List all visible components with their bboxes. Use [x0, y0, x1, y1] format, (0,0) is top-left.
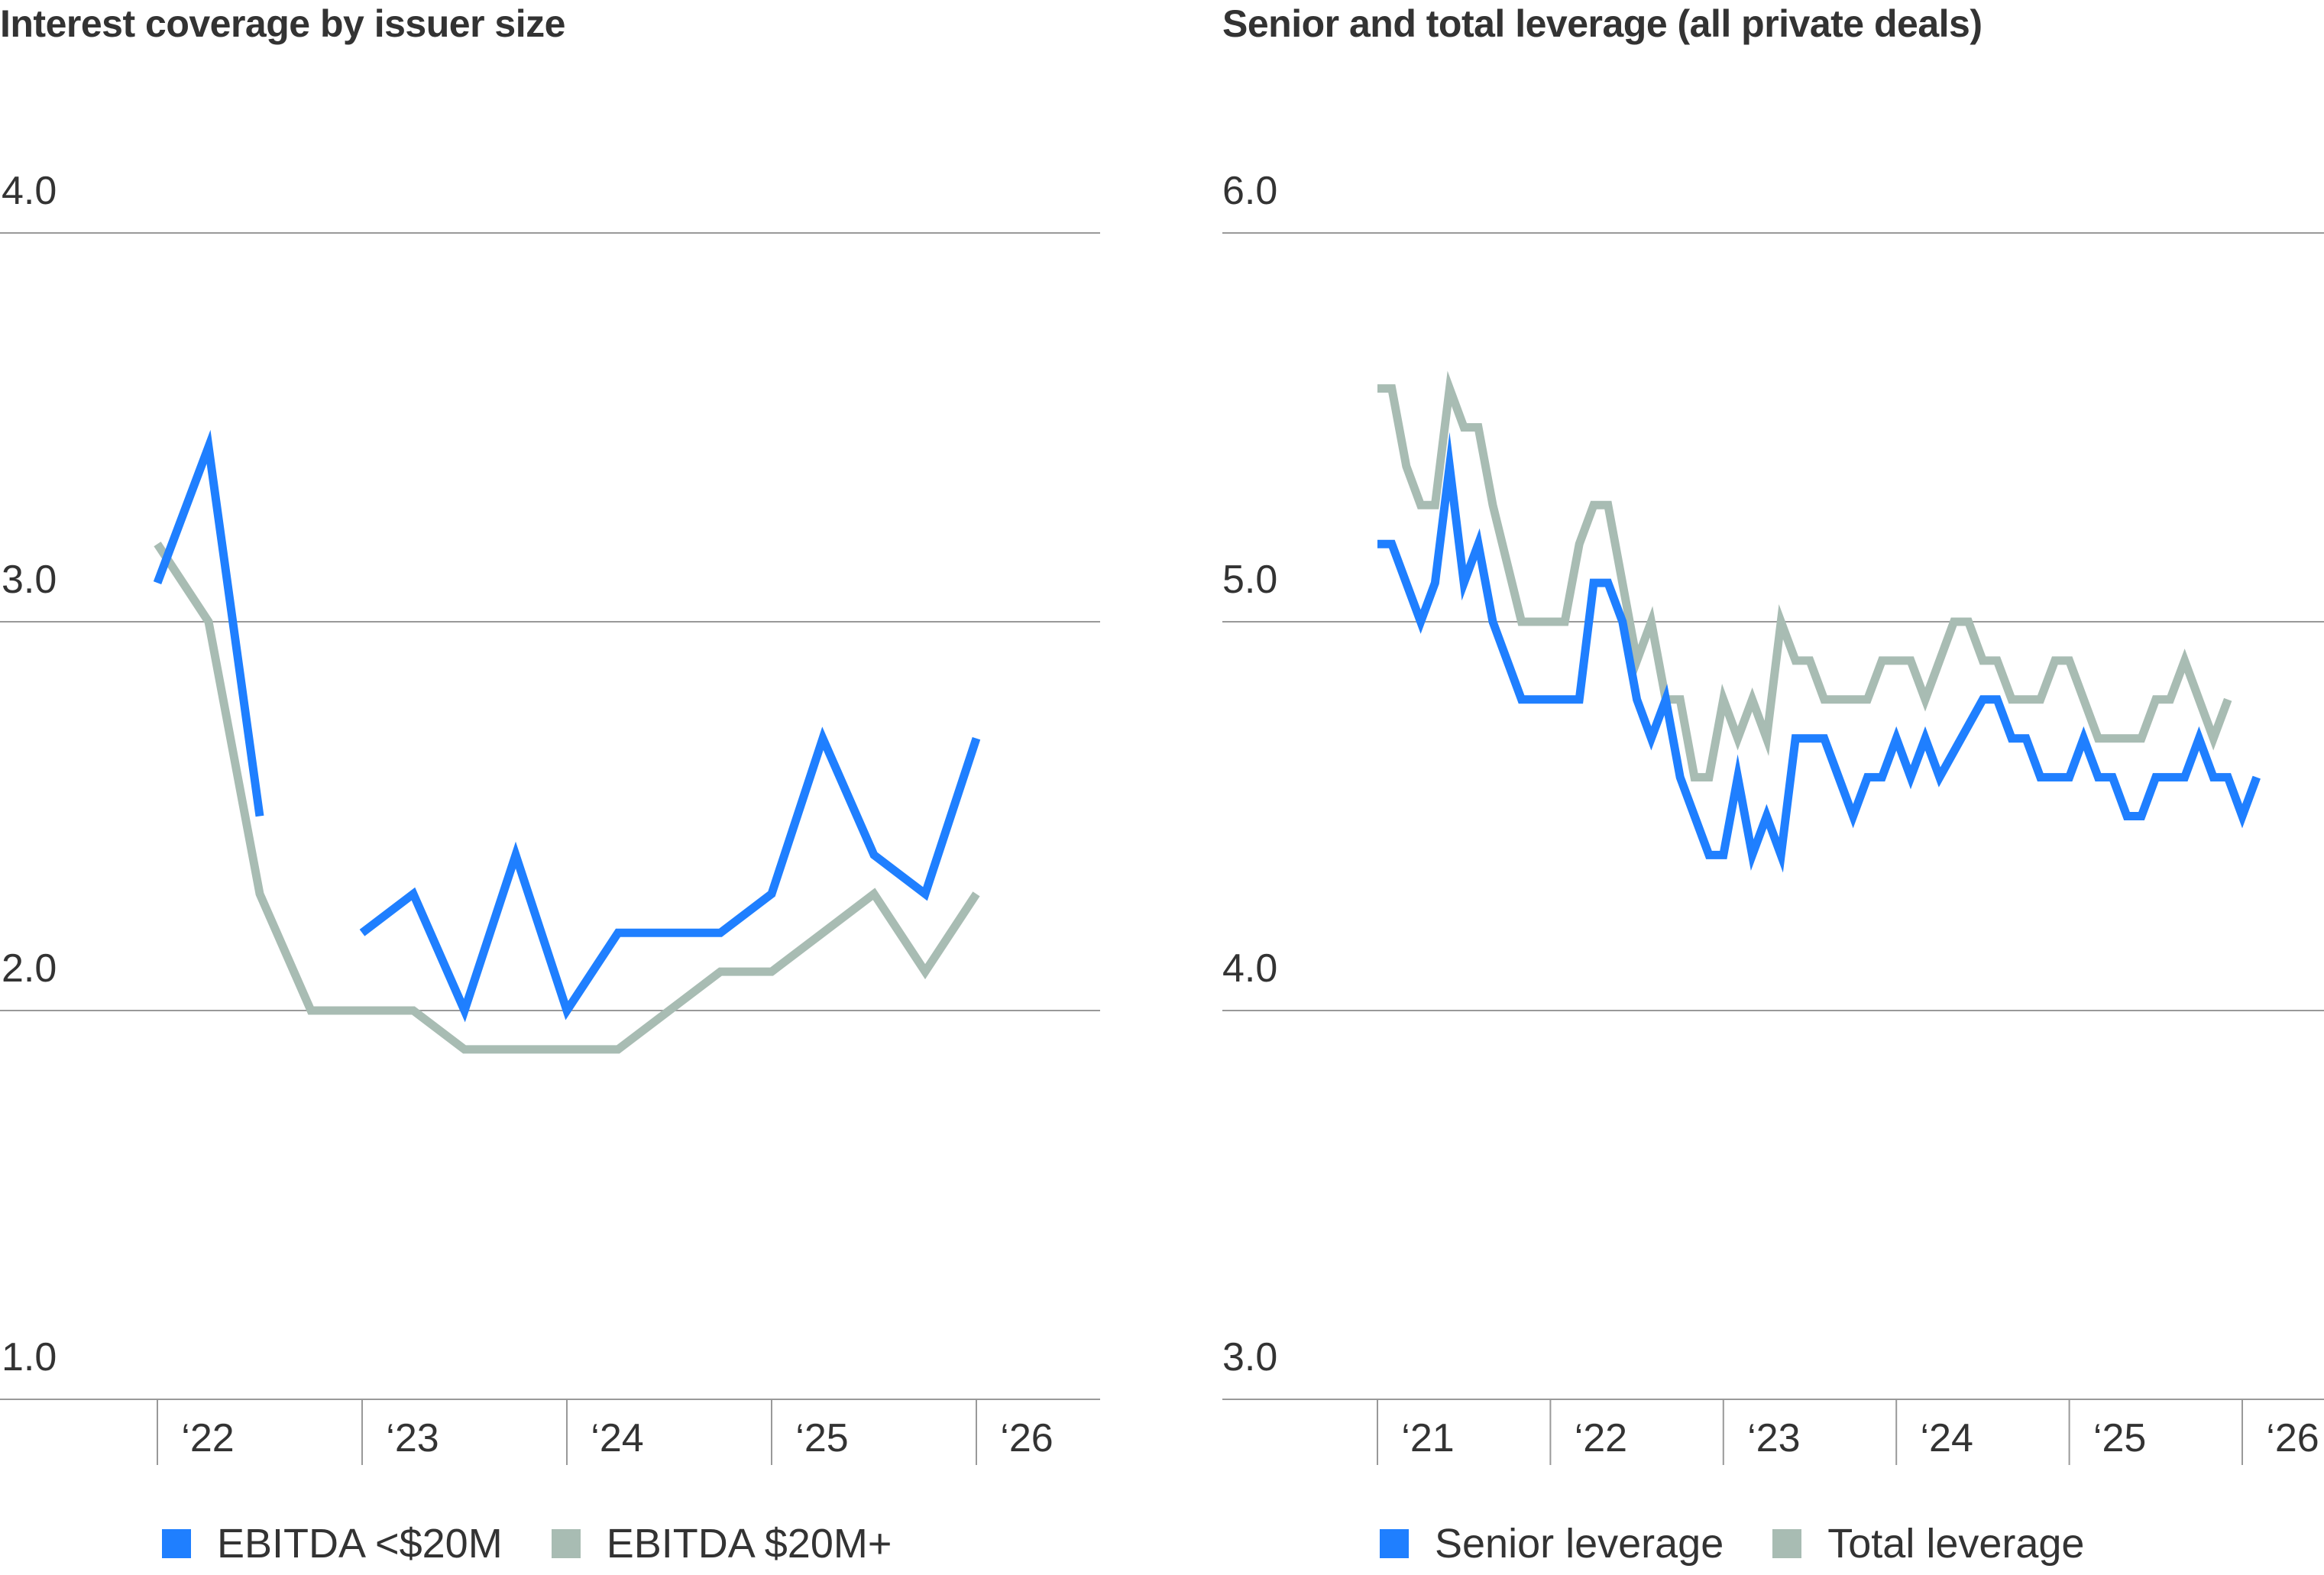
y-tick-label: 4.0	[1222, 946, 1277, 991]
x-tick-label: ‘26	[1000, 1416, 1053, 1460]
legend-label: Senior leverage	[1435, 1521, 1724, 1567]
x-tick-label: ‘23	[1747, 1416, 1800, 1460]
x-tick-label: ‘25	[795, 1416, 848, 1460]
x-tick-label: ‘22	[181, 1416, 234, 1460]
x-tick-label: ‘21	[1401, 1416, 1454, 1460]
legend-swatch-blue	[162, 1529, 191, 1558]
x-tick-label: ‘24	[1920, 1416, 1973, 1460]
y-tick-label: 5.0	[1222, 558, 1277, 602]
legend-label: EBITDA <$20M	[217, 1521, 503, 1567]
y-tick-label: 6.0	[1222, 169, 1277, 213]
series-line	[153, 429, 264, 817]
legend-item-ebitda-under-20m: EBITDA <$20M	[162, 1520, 503, 1567]
legend-item-total-leverage: Total leverage	[1772, 1520, 2084, 1567]
y-tick-label: 2.0	[2, 946, 57, 991]
legend-swatch-blue	[1380, 1529, 1409, 1558]
chart-title: Interest coverage by issuer size	[0, 2, 565, 45]
legend-swatch-gray	[551, 1529, 581, 1558]
series-line	[1377, 432, 2261, 873]
y-tick-label: 3.0	[1222, 1335, 1277, 1379]
legend-item-ebitda-20m-plus: EBITDA $20M+	[551, 1520, 892, 1567]
chart-legend: EBITDA <$20M EBITDA $20M+	[162, 1520, 940, 1567]
x-tick-label: ‘22	[1575, 1416, 1627, 1460]
y-tick-label: 3.0	[2, 558, 57, 602]
series-line	[359, 726, 981, 1023]
chart-legend: Senior leverage Total leverage	[1380, 1520, 2133, 1567]
chart-panel-interest-coverage: Interest coverage by issuer size 4.0 3.0 2…	[0, 0, 1100, 1575]
legend-swatch-gray	[1772, 1529, 1802, 1558]
chart-panel-leverage: Senior and total leverage (all private d…	[1222, 0, 2324, 1575]
legend-item-senior-leverage: Senior leverage	[1380, 1520, 1724, 1567]
x-tick-label: ‘24	[591, 1416, 643, 1460]
legend-label: Total leverage	[1827, 1521, 2085, 1567]
line-chart-interest-coverage: 4.0 3.0 2.0 1.0 ‘22 ‘23 ‘24 ‘25 ‘26	[0, 169, 1100, 1465]
legend-label: EBITDA $20M+	[606, 1521, 892, 1567]
x-tick-label: ‘26	[2266, 1416, 2319, 1460]
x-tick-label: ‘23	[386, 1416, 439, 1460]
series-line	[154, 542, 980, 1054]
x-tick-label: ‘25	[2093, 1416, 2146, 1460]
y-tick-label: 1.0	[2, 1335, 57, 1379]
line-chart-leverage: 6.0 5.0 4.0 3.0 ‘21 ‘22 ‘23 ‘24 ‘25 ‘26	[1222, 169, 2324, 1465]
y-tick-label: 4.0	[2, 169, 57, 213]
series-line	[1377, 370, 2232, 782]
chart-title: Senior and total leverage (all private d…	[1222, 2, 1983, 45]
